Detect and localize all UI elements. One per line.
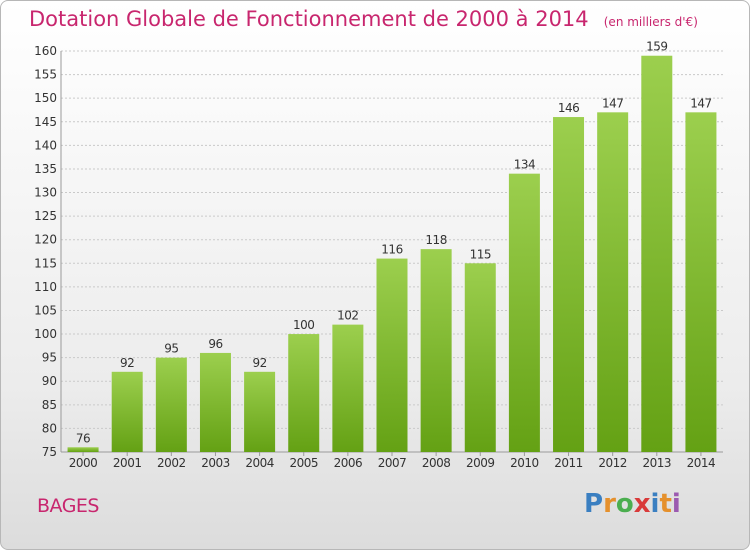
title-text: Dotation Globale de Fonctionnement de 20… xyxy=(29,7,589,31)
y-tick-label: 105 xyxy=(34,303,57,317)
y-tick-label: 145 xyxy=(34,115,57,129)
bar xyxy=(641,55,673,452)
bar xyxy=(332,324,364,452)
bar-value-label: 92 xyxy=(120,356,134,370)
bar-value-label: 100 xyxy=(293,318,314,332)
x-tick-label: 2012 xyxy=(598,456,627,470)
bar-value-label: 116 xyxy=(381,243,402,257)
bar xyxy=(199,352,231,452)
x-tick-label: 2014 xyxy=(687,456,716,470)
y-tick-label: 115 xyxy=(34,256,57,270)
logo-letter: o xyxy=(615,489,634,519)
x-tick-label: 2008 xyxy=(422,456,451,470)
bar xyxy=(376,258,408,452)
proxiti-logo: Proxiti xyxy=(584,489,681,519)
bar-value-label: 147 xyxy=(690,96,711,110)
logo-letter: i xyxy=(650,489,660,519)
bar xyxy=(111,371,143,452)
x-tick-label: 2001 xyxy=(113,456,142,470)
logo-letter: P xyxy=(584,489,604,519)
bar-value-label: 146 xyxy=(558,101,579,115)
y-tick-label: 85 xyxy=(42,398,57,412)
chart-title: Dotation Globale de Fonctionnement de 20… xyxy=(29,7,698,31)
x-tick-label: 2006 xyxy=(334,456,363,470)
y-tick-label: 120 xyxy=(34,233,57,247)
bar xyxy=(288,334,320,452)
bar-value-label: 95 xyxy=(164,342,178,356)
bar-value-label: 102 xyxy=(337,309,358,323)
x-tick-label: 2013 xyxy=(643,456,672,470)
y-tick-label: 75 xyxy=(42,445,57,459)
y-tick-label: 140 xyxy=(34,138,57,152)
y-tick-label: 155 xyxy=(34,68,57,82)
bar xyxy=(508,173,540,453)
y-tick-label: 90 xyxy=(42,374,57,388)
bar xyxy=(685,112,717,453)
bar-value-label: 115 xyxy=(470,247,491,261)
logo-letter: t xyxy=(659,489,672,519)
x-tick-label: 2004 xyxy=(245,456,274,470)
x-tick-label: 2002 xyxy=(157,456,186,470)
y-tick-label: 110 xyxy=(34,280,57,294)
unit-text: (en milliers d'€) xyxy=(603,15,698,29)
commune-name: BAGES xyxy=(37,495,100,517)
bar-value-label: 76 xyxy=(76,431,90,445)
y-tick-label: 100 xyxy=(34,327,57,341)
bar xyxy=(67,447,99,452)
x-tick-label: 2010 xyxy=(510,456,539,470)
bar-value-label: 147 xyxy=(602,96,623,110)
bar xyxy=(553,117,585,452)
y-tick-label: 135 xyxy=(34,162,57,176)
logo-letter: x xyxy=(633,489,651,519)
y-tick-label: 150 xyxy=(34,91,57,105)
y-tick-label: 160 xyxy=(34,44,57,58)
bar xyxy=(597,112,629,453)
x-tick-label: 2011 xyxy=(554,456,583,470)
x-tick-label: 2003 xyxy=(201,456,230,470)
y-tick-label: 125 xyxy=(34,209,57,223)
bar xyxy=(155,357,187,452)
y-tick-label: 80 xyxy=(42,421,57,435)
y-tick-label: 95 xyxy=(42,351,57,365)
bar-value-label: 134 xyxy=(514,158,535,172)
bar-value-label: 96 xyxy=(208,337,222,351)
bar-value-label: 159 xyxy=(646,40,667,54)
logo-letter: r xyxy=(603,489,616,519)
x-tick-label: 2007 xyxy=(378,456,407,470)
logo-letter: i xyxy=(671,489,681,519)
y-tick-label: 130 xyxy=(34,186,57,200)
bar xyxy=(420,249,452,452)
x-tick-label: 2005 xyxy=(289,456,318,470)
bar-value-label: 92 xyxy=(252,356,266,370)
x-tick-label: 2009 xyxy=(466,456,495,470)
bar-value-label: 118 xyxy=(425,233,446,247)
bar xyxy=(244,371,276,452)
x-tick-label: 2000 xyxy=(69,456,98,470)
bar xyxy=(464,263,496,452)
